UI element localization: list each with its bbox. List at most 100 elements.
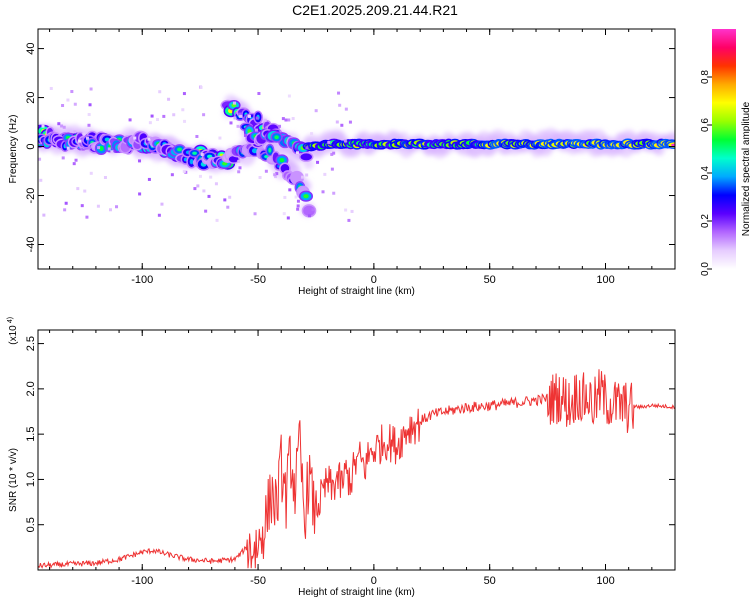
spectral-speck	[193, 187, 197, 191]
spectral-speck	[57, 122, 61, 126]
spectral-speck	[347, 218, 351, 222]
spectral-speck	[85, 215, 89, 219]
spectral-speck	[257, 91, 261, 95]
spectral-speck	[332, 151, 336, 155]
colorbar: 0.0 0.2 0.4 0.6 0.8 Normalized spectral ampli…	[700, 29, 750, 276]
spectral-speck	[96, 204, 100, 208]
spectrogram-frame	[37, 28, 676, 270]
spectral-speck	[214, 182, 218, 186]
snr-ylabel: SNR (10 * v/v)	[8, 448, 19, 512]
spectral-speck	[209, 175, 213, 179]
spectral-blob-core	[268, 147, 272, 153]
snr-multiplier-exp: 4)	[7, 317, 14, 323]
spectral-speck	[330, 167, 334, 171]
spectral-speck	[39, 178, 43, 182]
spectral-speck	[167, 97, 171, 101]
spectral-blob-core	[251, 148, 258, 154]
spectral-speck	[89, 171, 93, 175]
spectral-speck	[83, 189, 87, 193]
spectral-speck	[195, 134, 199, 138]
spectral-speck	[128, 118, 132, 122]
snr-ytick-label: 2.0	[25, 381, 37, 396]
snr-line	[38, 369, 675, 570]
snr-area	[38, 369, 675, 570]
spectral-speck	[133, 136, 137, 140]
spectral-speck	[337, 91, 341, 95]
spectral-speck	[73, 130, 77, 134]
spectral-speck	[85, 136, 89, 140]
spectral-speck	[301, 175, 305, 179]
spectral-speck	[277, 124, 281, 128]
spectral-speck	[282, 212, 286, 216]
spectral-speck	[305, 146, 309, 150]
spectral-blob	[228, 156, 239, 163]
spectral-speck	[264, 169, 268, 173]
spectral-speck	[158, 90, 162, 94]
spectral-speck	[182, 169, 186, 173]
spectral-speck	[172, 113, 176, 117]
spectral-speck	[82, 132, 86, 136]
spectral-speck	[263, 118, 267, 122]
spectrogram-xtick-label: 100	[596, 274, 614, 286]
spectral-speck	[182, 92, 186, 96]
spectral-blob	[300, 153, 312, 161]
spectral-speck	[238, 166, 242, 170]
spectral-speck	[307, 214, 311, 218]
spectral-speck	[288, 188, 292, 192]
spectral-speck	[76, 187, 80, 191]
snr-xtick-label: -50	[250, 575, 266, 587]
spectral-speck	[332, 191, 336, 195]
snr-xtick-label: 50	[484, 575, 496, 587]
spectral-speck	[296, 199, 300, 203]
spectral-speck	[138, 192, 142, 196]
spectral-speck	[237, 170, 241, 174]
spectral-speck	[275, 172, 279, 176]
spectral-speck	[202, 189, 206, 193]
spectral-speck	[237, 159, 241, 163]
spectral-blob-core	[274, 135, 279, 140]
snr-xtick-label: 100	[596, 575, 614, 587]
spectral-speck	[344, 107, 348, 111]
spectral-speck	[348, 120, 352, 124]
figure-title: C2E1.2025.209.21.44.R21	[292, 2, 458, 18]
spectral-speck	[287, 94, 291, 98]
spectral-speck	[202, 113, 206, 117]
spectral-speck	[350, 209, 354, 213]
spectral-speck	[160, 202, 164, 206]
spectral-speck	[254, 128, 258, 132]
spectral-speck	[66, 98, 70, 102]
spectral-speck	[239, 114, 243, 118]
spectral-speck	[74, 158, 78, 162]
spectral-speck	[115, 205, 119, 209]
snr-multiplier: (x10	[8, 325, 19, 345]
spectral-speck	[60, 124, 64, 128]
spectral-speck	[311, 208, 315, 212]
spectrogram-xtick-label: -50	[250, 274, 266, 286]
spectral-speck	[148, 121, 152, 125]
spectral-speck	[97, 146, 101, 150]
spectral-speck	[183, 119, 187, 123]
spectral-speck	[184, 170, 188, 174]
snr-ytick-label: 1.0	[25, 472, 37, 487]
spectral-speck	[73, 102, 77, 106]
spectral-speck	[343, 139, 347, 143]
spectral-blob-core	[177, 147, 183, 152]
colorbar-tick-label: 0.8	[700, 70, 711, 84]
spectral-blob-core	[303, 194, 309, 199]
spectral-blob-core	[189, 158, 194, 165]
spectrogram-ytick-label: 0	[25, 143, 37, 149]
spectral-speck	[87, 123, 91, 127]
spectral-speck	[258, 176, 262, 180]
spectral-speck	[196, 184, 200, 188]
spectral-speck	[218, 136, 222, 140]
spectral-speck	[215, 218, 219, 222]
snr-ytick-label: 2.5	[25, 336, 37, 351]
spectral-blob-core	[671, 143, 675, 147]
spectral-speck	[66, 146, 70, 150]
spectral-speck	[107, 147, 111, 151]
spectral-speck	[316, 160, 320, 164]
spectral-speck	[89, 87, 93, 91]
spectrogram-xtick-label: 0	[371, 274, 377, 286]
spectrogram-xtick-label: -100	[131, 274, 153, 286]
